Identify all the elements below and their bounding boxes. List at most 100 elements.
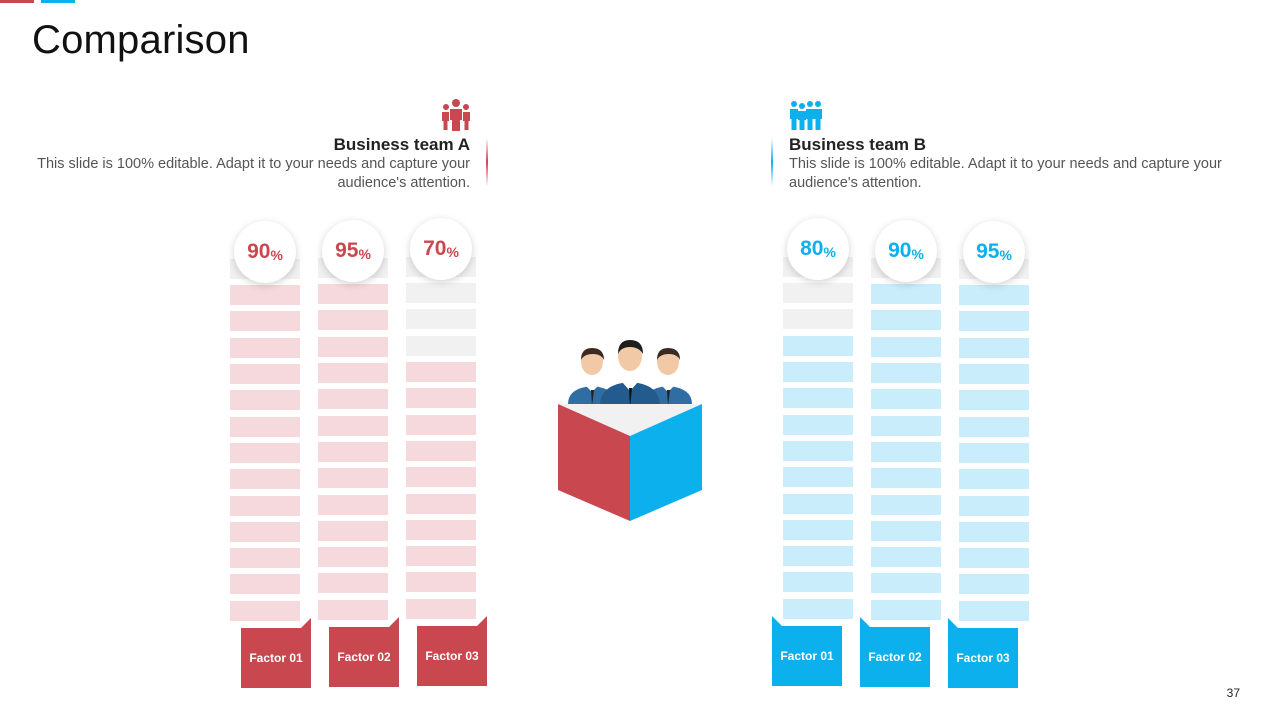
bar-segment-filled — [959, 600, 1029, 621]
bar-segment-filled — [318, 599, 388, 620]
bar-segment-filled — [783, 414, 853, 435]
bar-segment-filled — [871, 573, 941, 594]
people-icon — [568, 340, 692, 408]
team-b-description: This slide is 100% editable. Adapt it to… — [789, 156, 1222, 191]
factor-label: Factor 02 — [860, 617, 930, 687]
bar-segment-filled — [318, 363, 388, 383]
bar-segment-filled — [959, 390, 1029, 411]
bar-segment-filled — [230, 548, 300, 569]
bar-segment-filled — [406, 598, 476, 619]
percentage-value: 90 — [247, 240, 271, 263]
percentage-unit: % — [358, 245, 371, 262]
bar-segment-filled — [783, 440, 853, 461]
bar-segment-filled — [318, 573, 388, 594]
percentage-unit: % — [270, 246, 283, 263]
bar-segment-filled — [406, 546, 476, 567]
bar-segment-empty — [783, 309, 853, 330]
team-b-divider — [771, 138, 773, 186]
bar-segment-filled — [959, 521, 1029, 542]
team-a-description: This slide is 100% editable. Adapt it to… — [37, 156, 470, 191]
bar-segment-filled — [871, 547, 941, 568]
percentage-label: 70% — [410, 218, 472, 280]
bar-segment-filled — [318, 441, 388, 462]
bar-segment-filled — [230, 574, 300, 595]
bar-segment-empty — [406, 335, 476, 356]
bar-segment-filled — [230, 442, 300, 463]
bar-segment-filled — [318, 310, 388, 331]
bar-segment-filled — [318, 389, 388, 410]
bar-segment-filled — [783, 546, 853, 567]
bar-segment-filled — [230, 337, 300, 358]
tag-fold — [772, 616, 782, 626]
factor-label: Factor 01 — [772, 616, 842, 686]
percentage-label: 95% — [963, 221, 1025, 283]
percentage-label: 90% — [875, 220, 937, 282]
bar-segment-filled — [783, 467, 853, 488]
bar-segment-filled — [783, 493, 853, 514]
bar-segment-filled — [871, 599, 941, 620]
bar-segment-filled — [406, 493, 476, 514]
bar-segment-filled — [406, 467, 476, 488]
bar-segment-filled — [959, 574, 1029, 595]
percentage-value: 70 — [423, 237, 447, 260]
tag-fold — [389, 617, 399, 627]
bar-segment-filled — [959, 442, 1029, 463]
percentage-value: 95 — [335, 239, 359, 262]
bar-segment-filled — [406, 572, 476, 593]
bar-segment-filled — [871, 441, 941, 462]
tag-fold — [477, 616, 487, 626]
team-a-name: Business team A — [333, 135, 470, 154]
bar-segment-filled — [318, 336, 388, 357]
page-number: 37 — [1226, 686, 1240, 700]
bar-segment-filled — [230, 416, 300, 437]
percentage-value: 95 — [976, 240, 1000, 263]
bar-segment-empty — [406, 309, 476, 330]
bar-segment-filled — [871, 363, 941, 383]
bar-segment-filled — [230, 600, 300, 621]
bar-segment-filled — [318, 520, 388, 541]
bar-segment-filled — [230, 521, 300, 542]
bar-segment-filled — [871, 336, 941, 357]
bar-segment-filled — [959, 416, 1029, 437]
bar-segment-filled — [783, 362, 853, 382]
bar-segment-filled — [959, 495, 1029, 516]
team-cube-illustration — [558, 340, 702, 521]
bar-segment-filled — [871, 415, 941, 436]
team-b-header: Business team B This slide is 100% edita… — [789, 135, 1249, 193]
percentage-label: 80% — [787, 218, 849, 280]
bar-segment-filled — [959, 469, 1029, 490]
bar-segment-filled — [406, 388, 476, 409]
factor-label: Factor 03 — [948, 618, 1018, 688]
bar-segment-filled — [783, 598, 853, 619]
cube-icon — [558, 404, 702, 521]
accent-bar-red — [0, 0, 34, 3]
bar-segment-filled — [230, 469, 300, 490]
bar-segment-filled — [959, 548, 1029, 569]
bar-segment-filled — [230, 390, 300, 411]
team-a-group-icon — [442, 99, 470, 131]
team-b-group-icon — [790, 101, 822, 130]
bar-segment-filled — [318, 547, 388, 568]
percentage-unit: % — [446, 243, 459, 260]
bar-segment-filled — [783, 388, 853, 409]
bar-segment-filled — [406, 414, 476, 435]
bar-segment-filled — [871, 494, 941, 515]
team-a-header: Business team A This slide is 100% edita… — [10, 135, 470, 193]
bar-segment-filled — [783, 335, 853, 356]
tag-fold — [301, 618, 311, 628]
bar-segment-filled — [959, 337, 1029, 358]
bar-segment-filled — [230, 285, 300, 306]
bar-segment-empty — [783, 283, 853, 304]
bar-segment-empty — [406, 283, 476, 304]
bar-segment-filled — [871, 310, 941, 331]
bar-segment-filled — [230, 311, 300, 332]
factor-label: Factor 03 — [417, 616, 487, 686]
percentage-label: 90% — [234, 221, 296, 283]
bar-segment-filled — [406, 362, 476, 382]
factor-label: Factor 02 — [329, 617, 399, 687]
bar-segment-filled — [406, 519, 476, 540]
bar-segment-filled — [871, 520, 941, 541]
bar-segment-filled — [783, 572, 853, 593]
tag-fold — [948, 618, 958, 628]
bar-segment-filled — [318, 494, 388, 515]
